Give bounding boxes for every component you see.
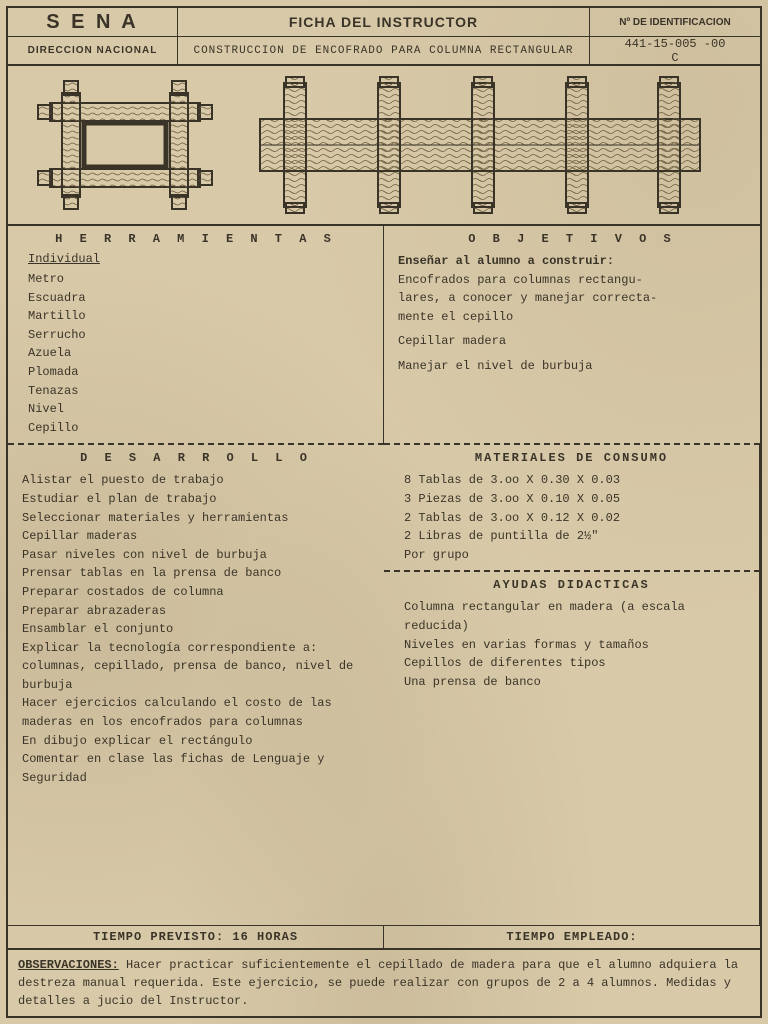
section-title: AYUDAS DIDACTICAS bbox=[396, 578, 747, 592]
section-title: MATERIALES DE CONSUMO bbox=[396, 451, 747, 465]
list-item: 2 Libras de puntilla de 2½" bbox=[404, 527, 747, 546]
list-item: mente el cepillo bbox=[398, 308, 748, 327]
observaciones: OBSERVACIONES: Hacer practicar suficient… bbox=[8, 949, 760, 1016]
ayudas-cell: AYUDAS DIDACTICAS Columna rectangular en… bbox=[384, 572, 760, 926]
list-item: Cepillar madera bbox=[398, 332, 748, 351]
tiempo-previsto: TIEMPO PREVISTO: 16 HORAS bbox=[8, 926, 384, 949]
doc-subtitle: CONSTRUCCION DE ENCOFRADO PARA COLUMNA R… bbox=[178, 36, 590, 64]
content-grid: H E R R A M I E N T A S Individual Metro… bbox=[8, 226, 760, 1016]
id-letter: C bbox=[671, 51, 678, 65]
herramientas-cell: H E R R A M I E N T A S Individual Metro… bbox=[8, 226, 384, 445]
list-item: Seleccionar materiales y herramientas bbox=[22, 509, 372, 528]
observaciones-text: Hacer practicar suficientemente el cepil… bbox=[18, 958, 738, 1008]
list-item: Niveles en varias formas y tamaños bbox=[404, 636, 747, 655]
id-block: 441-15-005 -00 C bbox=[590, 36, 760, 64]
list-item: Explicar la tecnología correspondiente a… bbox=[22, 639, 372, 695]
observaciones-label: OBSERVACIONES: bbox=[18, 958, 119, 972]
list-item: Por grupo bbox=[404, 546, 747, 565]
list-item: Una prensa de banco bbox=[404, 673, 747, 692]
list-item: Alistar el puesto de trabajo bbox=[22, 471, 372, 490]
list-item: 3 Piezas de 3.oo X 0.10 X 0.05 bbox=[404, 490, 747, 509]
list-item: Preparar costados de columna bbox=[22, 583, 372, 602]
list-item: Serrucho bbox=[28, 326, 371, 345]
desarrollo-list: Alistar el puesto de trabajo Estudiar el… bbox=[20, 471, 372, 787]
formwork-frame-icon bbox=[30, 75, 220, 215]
id-label: Nº DE IDENTIFICACION bbox=[590, 8, 760, 36]
list-item: Comentar en clase las fichas de Lenguaje… bbox=[22, 750, 372, 787]
list-item: lares, a conocer y manejar correcta- bbox=[398, 289, 748, 308]
list-item: Azuela bbox=[28, 344, 371, 363]
list-item: Plomada bbox=[28, 363, 371, 382]
org-sub: DIRECCION NACIONAL bbox=[8, 36, 178, 64]
list-item: Encofrados para columnas rectangu- bbox=[398, 271, 748, 290]
list-item: Estudiar el plan de trabajo bbox=[22, 490, 372, 509]
list-item: Preparar abrazaderas bbox=[22, 602, 372, 621]
list-item: Pasar niveles con nivel de burbuja bbox=[22, 546, 372, 565]
objetivos-cell: O B J E T I V O S Enseñar al alumno a co… bbox=[384, 226, 760, 445]
list-item: Cepillos de diferentes tipos bbox=[404, 654, 747, 673]
list-item: Martillo bbox=[28, 307, 371, 326]
id-value: 441-15-005 -00 bbox=[625, 37, 726, 51]
formwork-rail-icon bbox=[250, 75, 710, 215]
materiales-cell: MATERIALES DE CONSUMO 8 Tablas de 3.oo X… bbox=[384, 445, 760, 572]
list-item: Cepillar maderas bbox=[22, 527, 372, 546]
list-item: Columna rectangular en madera (a escala … bbox=[404, 598, 747, 635]
section-title: O B J E T I V O S bbox=[396, 232, 748, 246]
list-item: Escuadra bbox=[28, 289, 371, 308]
list-item: 8 Tablas de 3.oo X 0.30 X 0.03 bbox=[404, 471, 747, 490]
tiempo-empleado: TIEMPO EMPLEADO: bbox=[384, 926, 760, 949]
list-item: Ensamblar el conjunto bbox=[22, 620, 372, 639]
materiales-list: 8 Tablas de 3.oo X 0.30 X 0.03 3 Piezas … bbox=[396, 471, 747, 564]
herramientas-subhead: Individual bbox=[28, 252, 371, 266]
instructor-sheet: S E N A FICHA DEL INSTRUCTOR Nº DE IDENT… bbox=[6, 6, 762, 1018]
list-item: Prensar tablas en la prensa de banco bbox=[22, 564, 372, 583]
list-item: Manejar el nivel de burbuja bbox=[398, 357, 748, 376]
list-item: Cepillo bbox=[28, 419, 371, 438]
list-item: En dibujo explicar el rectángulo bbox=[22, 732, 372, 751]
herramientas-list: Metro Escuadra Martillo Serrucho Azuela … bbox=[20, 270, 371, 437]
section-title: H E R R A M I E N T A S bbox=[20, 232, 371, 246]
header: S E N A FICHA DEL INSTRUCTOR Nº DE IDENT… bbox=[8, 8, 760, 66]
list-item: Tenazas bbox=[28, 382, 371, 401]
diagram-panel bbox=[8, 66, 760, 226]
section-title: D E S A R R O L L O bbox=[20, 451, 372, 465]
desarrollo-cell: D E S A R R O L L O Alistar el puesto de… bbox=[8, 445, 384, 926]
doc-title: FICHA DEL INSTRUCTOR bbox=[178, 8, 590, 36]
list-item: Enseñar al alumno a construir: bbox=[398, 252, 748, 271]
org-name: S E N A bbox=[8, 8, 178, 36]
ayudas-list: Columna rectangular en madera (a escala … bbox=[396, 598, 747, 691]
list-item: Nivel bbox=[28, 400, 371, 419]
list-item: Metro bbox=[28, 270, 371, 289]
objetivos-list: Enseñar al alumno a construir: Encofrado… bbox=[396, 252, 748, 376]
list-item: 2 Tablas de 3.oo X 0.12 X 0.02 bbox=[404, 509, 747, 528]
list-item: Hacer ejercicios calculando el costo de … bbox=[22, 694, 372, 731]
